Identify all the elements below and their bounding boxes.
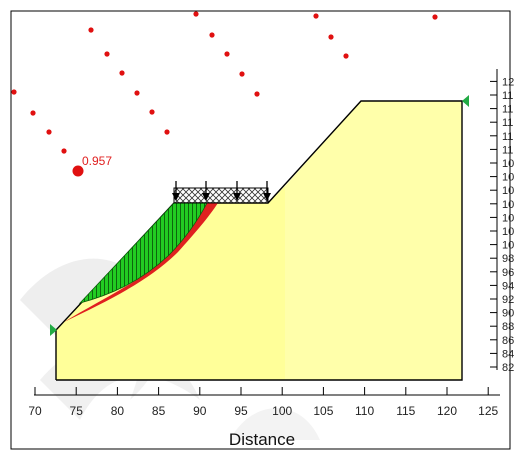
y-axis-right: 8284868890929496981010101010101011111111… bbox=[490, 69, 514, 374]
y-tick-label: 90 bbox=[502, 308, 514, 320]
slip-center-point bbox=[313, 13, 319, 19]
load-arrows bbox=[172, 181, 271, 201]
ground-surface-line bbox=[55, 100, 463, 381]
x-tick-label: 115 bbox=[396, 404, 415, 418]
y-tick-label: 10 bbox=[502, 226, 514, 238]
surcharge-load-block bbox=[173, 187, 269, 204]
y-tick-label: 12 bbox=[502, 76, 514, 88]
slip-center-point bbox=[104, 51, 110, 57]
slip-center-point bbox=[88, 27, 94, 33]
slip-center-point bbox=[164, 129, 170, 135]
slip-center-point bbox=[11, 89, 17, 95]
slip-center-point bbox=[193, 11, 199, 17]
x-tick-label: 80 bbox=[111, 404, 125, 418]
slip-center-point bbox=[119, 70, 125, 76]
down-arrow-icon bbox=[172, 181, 180, 201]
sliding-mass bbox=[78, 202, 208, 304]
y-tick-label: 88 bbox=[502, 321, 514, 333]
y-tick-label: 10 bbox=[502, 240, 514, 252]
triangle-marker-icon bbox=[50, 324, 57, 336]
x-axis-title: Distance bbox=[229, 430, 295, 449]
slip-center-point bbox=[432, 14, 438, 20]
y-tick-label: 11 bbox=[502, 144, 513, 156]
down-arrow-icon bbox=[233, 181, 241, 201]
y-tick-label: 10 bbox=[502, 158, 514, 170]
slip-center-point bbox=[46, 129, 52, 135]
soil-layer-left bbox=[56, 186, 285, 380]
down-arrow-icon bbox=[202, 181, 210, 201]
x-tick-label: 95 bbox=[234, 404, 248, 418]
x-tick-label: 110 bbox=[355, 404, 374, 418]
slip-center-point bbox=[149, 109, 155, 115]
factor-of-safety-label: 0.957 bbox=[82, 154, 112, 168]
triangle-marker-icon bbox=[462, 95, 469, 107]
x-tick-label: 125 bbox=[478, 404, 498, 418]
x-tick-label: 85 bbox=[152, 404, 166, 418]
slip-center-point bbox=[239, 71, 245, 77]
y-tick-label: 10 bbox=[502, 172, 514, 184]
x-tick-label: 90 bbox=[193, 404, 207, 418]
x-tick-label: 75 bbox=[70, 404, 84, 418]
y-tick-label: 92 bbox=[502, 294, 514, 306]
y-tick-label: 11 bbox=[502, 131, 513, 143]
y-tick-label: 10 bbox=[502, 199, 514, 211]
x-axis: 70 75 80 85 90 95 100 105 110 115 120 125 bbox=[28, 387, 500, 418]
slip-center-grid bbox=[11, 11, 438, 154]
y-tick-label: 11 bbox=[502, 90, 513, 102]
y-tick-label: 86 bbox=[502, 335, 514, 347]
critical-slip-center bbox=[72, 165, 84, 177]
x-tick-label: 105 bbox=[313, 404, 333, 418]
slip-center-point bbox=[224, 51, 230, 57]
slip-center-point bbox=[254, 91, 260, 97]
y-tick-label: 94 bbox=[502, 280, 514, 292]
slip-center-point bbox=[328, 34, 334, 40]
slip-center-point bbox=[30, 110, 36, 116]
y-tick-label: 11 bbox=[502, 117, 513, 129]
x-tick-label: 120 bbox=[437, 404, 457, 418]
slip-zone-band bbox=[64, 203, 218, 322]
slip-center-point bbox=[209, 32, 215, 38]
y-tick-label: 96 bbox=[502, 267, 514, 279]
y-tick-label: 98 bbox=[502, 253, 514, 265]
slip-center-point bbox=[134, 90, 140, 96]
y-tick-label: 84 bbox=[502, 348, 514, 360]
y-tick-label: 11 bbox=[502, 104, 513, 116]
y-tick-label: 10 bbox=[502, 212, 514, 224]
soil-layer-right bbox=[285, 101, 462, 380]
y-tick-label: 10 bbox=[502, 185, 514, 197]
x-tick-label: 100 bbox=[272, 404, 292, 418]
slip-center-point bbox=[343, 53, 349, 59]
down-arrow-icon bbox=[263, 181, 271, 201]
x-tick-label: 70 bbox=[28, 404, 42, 418]
slip-center-point bbox=[61, 148, 67, 154]
y-tick-label: 82 bbox=[502, 362, 514, 374]
